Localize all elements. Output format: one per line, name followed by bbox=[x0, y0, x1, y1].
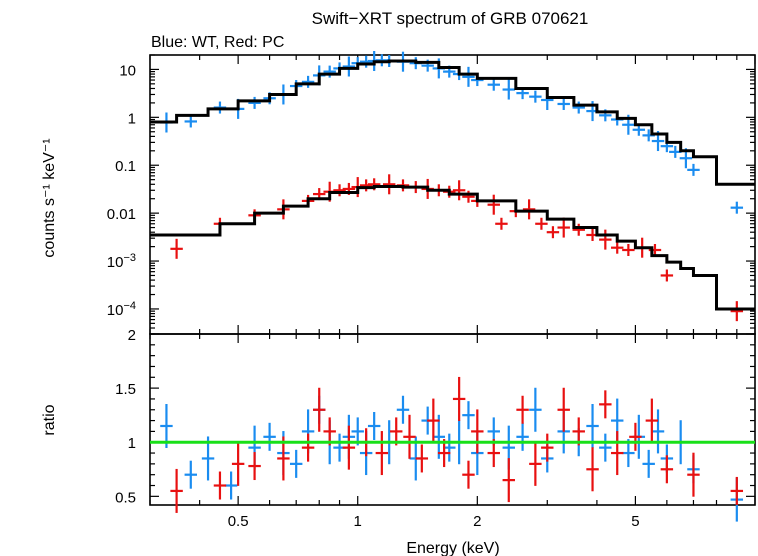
ratio-panel: 0.5 1 2 5 0.5 1 1.5 2 bbox=[115, 327, 756, 530]
spectrum-panel: 10 1 0.1 0.01 10−3 10−4 bbox=[107, 50, 756, 335]
chart-subtitle: Blue: WT, Red: PC bbox=[151, 34, 284, 51]
spectrum-y-tick-label: 10−4 bbox=[107, 300, 136, 319]
bottom-y-axis-label: ratio bbox=[41, 404, 58, 435]
spectrum-y-tick-label: 0.1 bbox=[115, 158, 136, 175]
pc-model-curve bbox=[150, 184, 755, 311]
top-y-axis-label: counts s⁻¹ keV⁻¹ bbox=[41, 138, 58, 257]
x-tick-label: 1 bbox=[354, 513, 362, 530]
spectrum-y-tick-label: 1 bbox=[128, 110, 136, 127]
ratio-y-tick-label: 0.5 bbox=[115, 489, 136, 506]
ratio-y-tick-label: 1 bbox=[128, 435, 136, 452]
x-tick-label: 0.5 bbox=[228, 513, 249, 530]
x-tick-label: 2 bbox=[473, 513, 481, 530]
chart-title: Swift−XRT spectrum of GRB 070621 bbox=[312, 9, 589, 28]
spectrum-y-tick-label: 10 bbox=[119, 62, 136, 79]
wt-model-curve bbox=[150, 59, 755, 186]
spectrum-y-tick-label: 0.01 bbox=[107, 206, 136, 223]
x-axis-label: Energy (keV) bbox=[406, 540, 499, 556]
ratio-y-tick-label: 1.5 bbox=[115, 381, 136, 398]
ratio-y-tick-label: 2 bbox=[128, 327, 136, 344]
spectrum-y-tick-label: 10−3 bbox=[107, 252, 136, 271]
ratio-frame bbox=[149, 333, 756, 506]
x-tick-label: 5 bbox=[631, 513, 639, 530]
